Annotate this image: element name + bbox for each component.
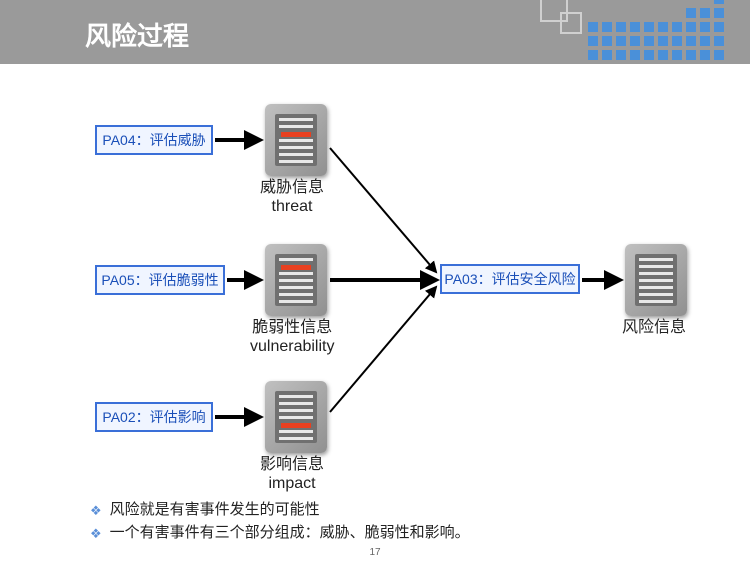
bullet-item: ❖ 风险就是有害事件发生的可能性 (90, 499, 470, 522)
bullet-text: 一个有害事件有三个部分组成：威胁、脆弱性和影响。 (110, 522, 470, 545)
bullet-icon: ❖ (90, 501, 102, 521)
doc-icon-doc_threat (265, 104, 327, 176)
box-pa05: PA05：评估脆弱性 (95, 265, 225, 295)
box-pa03: PA03：评估安全风险 (440, 264, 580, 294)
diagram-canvas: PA04：评估威胁 PA05：评估脆弱性 PA02：评估影响 PA03：评估安全风险 威… (0, 64, 750, 562)
doc-caption-doc_vuln: 脆弱性信息vulnerability (250, 318, 334, 356)
box-pa02: PA02：评估影响 (95, 402, 213, 432)
doc-caption-doc_threat: 威胁信息threat (260, 178, 324, 216)
doc-icon-doc_risk (625, 244, 687, 316)
page-number: 17 (369, 547, 380, 558)
bullet-item: ❖ 一个有害事件有三个部分组成：威胁、脆弱性和影响。 (90, 522, 470, 545)
header-decoration (530, 0, 750, 64)
doc-caption-doc_risk: 风险信息 (622, 318, 686, 337)
doc-icon-doc_impact (265, 381, 327, 453)
bullet-text: 风险就是有害事件发生的可能性 (110, 499, 320, 522)
doc-icon-doc_vuln (265, 244, 327, 316)
bullet-icon: ❖ (90, 524, 102, 544)
bullet-list: ❖ 风险就是有害事件发生的可能性 ❖ 一个有害事件有三个部分组成：威胁、脆弱性和… (90, 499, 470, 544)
doc-caption-doc_impact: 影响信息impact (260, 455, 324, 493)
box-pa04: PA04：评估威胁 (95, 125, 213, 155)
slide-header: 风险过程 (0, 0, 750, 64)
edge-doc_threat-pa03 (330, 148, 436, 272)
edge-doc_impact-pa03 (330, 287, 436, 412)
slide-title: 风险过程 (85, 16, 189, 53)
